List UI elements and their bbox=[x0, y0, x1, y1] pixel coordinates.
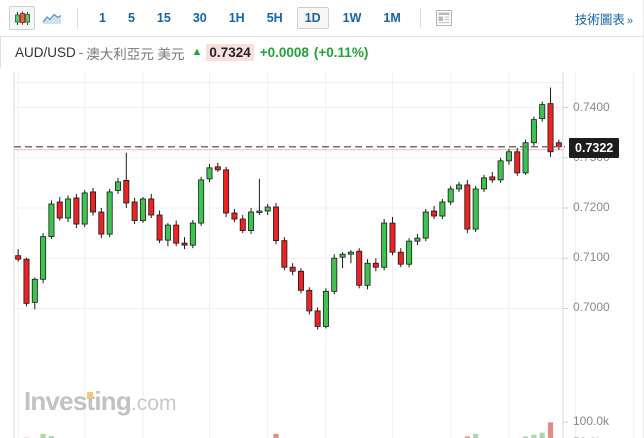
arrow-up-icon: ▲ bbox=[191, 46, 203, 58]
toolbar-right-group: 技術圖表» bbox=[575, 9, 633, 28]
candlestick-plot[interactable] bbox=[0, 68, 644, 438]
timeframe-1h[interactable]: 1H bbox=[228, 11, 245, 25]
timeframe-list: 1 5 15 30 1H 5H 1D 1W 1M bbox=[88, 7, 412, 29]
candlestick-chart-icon[interactable] bbox=[9, 6, 35, 30]
chevron-double-right-icon: » bbox=[626, 14, 633, 27]
quote-change: +0.0008 bbox=[259, 45, 309, 60]
chart-area[interactable]: Investing.com 中金网 CNGOLD.COM.CN 中文财经新媒体 … bbox=[0, 68, 644, 438]
area-chart-icon[interactable] bbox=[39, 6, 65, 30]
timeframe-1[interactable]: 1 bbox=[99, 11, 106, 25]
timeframe-5h[interactable]: 5H bbox=[266, 11, 283, 25]
quote-name: 澳大利亞元 美元 bbox=[86, 46, 185, 62]
panel-layout-icon[interactable] bbox=[431, 6, 457, 30]
quote-header: AUD/USD - 澳大利亞元 美元 ▲ 0.7324 +0.0008 (+0.… bbox=[0, 37, 643, 68]
timeframe-15[interactable]: 15 bbox=[156, 11, 171, 25]
quote-symbol[interactable]: AUD/USD bbox=[15, 45, 76, 60]
quote-separator: - bbox=[78, 45, 84, 60]
quote-change-pct: (+0.11%) bbox=[313, 45, 369, 60]
toolbar-divider-right bbox=[419, 8, 421, 28]
timeframe-1d[interactable]: 1D bbox=[296, 7, 329, 29]
quote-last-price: 0.7324 bbox=[206, 44, 254, 61]
chart-toolbar: 1 5 15 30 1H 5H 1D 1W 1M 技術圖表» bbox=[0, 0, 643, 37]
timeframe-1w[interactable]: 1W bbox=[342, 11, 362, 25]
timeframe-30[interactable]: 30 bbox=[192, 11, 207, 25]
timeframe-5[interactable]: 5 bbox=[127, 11, 135, 25]
technical-chart-link[interactable]: 技術圖表» bbox=[575, 9, 633, 28]
toolbar-divider-left bbox=[77, 8, 78, 28]
timeframe-1m[interactable]: 1M bbox=[383, 11, 401, 25]
last-price-tooltip: 0.7322 bbox=[569, 137, 620, 158]
technical-chart-label: 技術圖表 bbox=[574, 12, 625, 27]
